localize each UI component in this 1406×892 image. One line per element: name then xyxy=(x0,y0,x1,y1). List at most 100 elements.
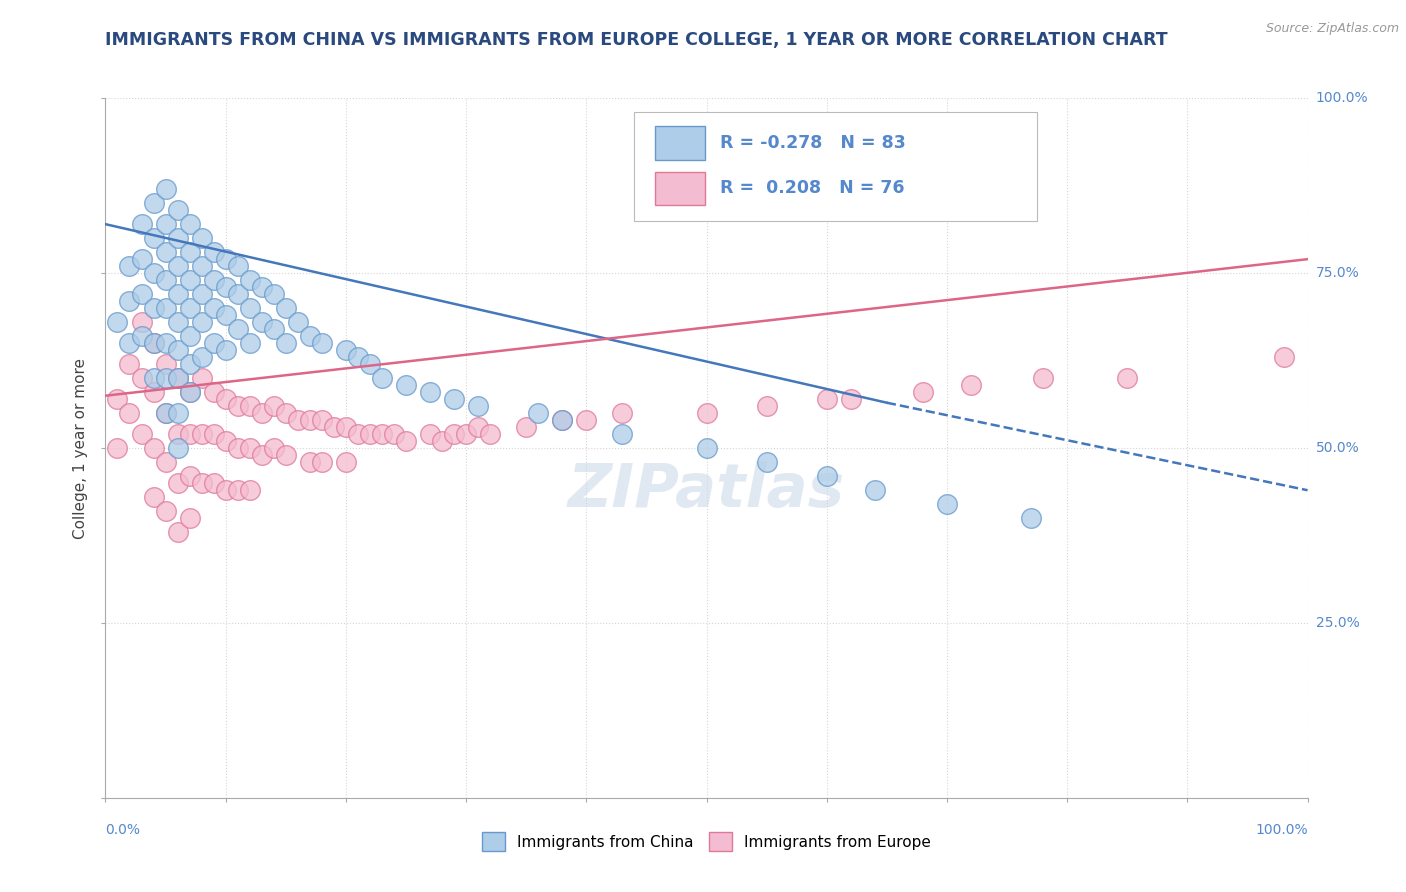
Point xyxy=(142,301,165,316)
Point xyxy=(166,203,188,218)
Point xyxy=(179,511,201,525)
Point xyxy=(190,427,212,442)
Text: 50.0%: 50.0% xyxy=(1316,442,1360,455)
Point xyxy=(515,420,537,434)
Text: 100.0%: 100.0% xyxy=(1256,823,1308,838)
Y-axis label: College, 1 year or more: College, 1 year or more xyxy=(73,358,89,539)
Point xyxy=(107,392,129,407)
Point xyxy=(166,371,188,385)
Point xyxy=(166,427,188,442)
Point xyxy=(131,371,153,385)
Point xyxy=(395,378,418,392)
Text: Source: ZipAtlas.com: Source: ZipAtlas.com xyxy=(1265,22,1399,36)
Point xyxy=(239,336,262,351)
Point xyxy=(190,287,212,301)
Point xyxy=(166,259,188,273)
Point xyxy=(202,336,225,351)
Point xyxy=(190,350,212,364)
Point xyxy=(179,329,201,343)
Point xyxy=(190,476,212,491)
Point xyxy=(155,357,177,371)
Point xyxy=(202,245,225,260)
Text: 25.0%: 25.0% xyxy=(1316,616,1360,631)
Point xyxy=(250,406,273,420)
Point xyxy=(551,413,574,427)
Point xyxy=(214,308,236,322)
Point xyxy=(1272,350,1295,364)
Point xyxy=(155,371,177,385)
Point xyxy=(118,259,141,273)
Point xyxy=(815,392,838,407)
Text: IMMIGRANTS FROM CHINA VS IMMIGRANTS FROM EUROPE COLLEGE, 1 YEAR OR MORE CORRELAT: IMMIGRANTS FROM CHINA VS IMMIGRANTS FROM… xyxy=(105,31,1168,49)
Point xyxy=(202,301,225,316)
Point xyxy=(551,413,574,427)
Point xyxy=(815,469,838,483)
Point xyxy=(155,455,177,469)
Point xyxy=(166,371,188,385)
Point xyxy=(118,336,141,351)
Point xyxy=(179,469,201,483)
Point xyxy=(250,448,273,462)
Point xyxy=(335,343,357,358)
Point xyxy=(443,427,465,442)
Point xyxy=(179,217,201,231)
Point xyxy=(696,406,718,420)
Point xyxy=(612,406,634,420)
Point xyxy=(107,315,129,329)
Point xyxy=(179,245,201,260)
Point xyxy=(131,427,153,442)
Point xyxy=(322,420,344,434)
Text: 0.0%: 0.0% xyxy=(105,823,141,838)
Point xyxy=(179,427,201,442)
Point xyxy=(239,483,262,498)
Point xyxy=(612,427,634,442)
Point xyxy=(226,483,249,498)
Point xyxy=(371,427,394,442)
Text: 75.0%: 75.0% xyxy=(1316,266,1360,280)
Point xyxy=(166,231,188,245)
Point xyxy=(936,497,959,511)
Point xyxy=(214,252,236,267)
Point xyxy=(166,476,188,491)
Point xyxy=(214,343,236,358)
Point xyxy=(142,490,165,504)
Point xyxy=(155,182,177,196)
Point xyxy=(107,442,129,455)
Point xyxy=(298,329,321,343)
FancyBboxPatch shape xyxy=(634,112,1038,220)
Point xyxy=(155,217,177,231)
Point xyxy=(155,301,177,316)
Point xyxy=(155,245,177,260)
Point xyxy=(142,336,165,351)
Point xyxy=(863,483,886,498)
Point xyxy=(395,434,418,449)
Point xyxy=(202,385,225,400)
Point xyxy=(214,483,236,498)
Point xyxy=(166,315,188,329)
Point xyxy=(179,301,201,316)
Point xyxy=(214,280,236,294)
Point xyxy=(202,427,225,442)
Point xyxy=(347,427,370,442)
Point xyxy=(239,301,262,316)
Point xyxy=(190,315,212,329)
Point xyxy=(226,287,249,301)
Point xyxy=(911,385,934,400)
Point xyxy=(263,399,285,413)
Point xyxy=(696,442,718,455)
Point xyxy=(118,406,141,420)
Point xyxy=(347,350,370,364)
Point xyxy=(155,504,177,518)
Point xyxy=(142,371,165,385)
Point xyxy=(179,273,201,287)
Point xyxy=(142,231,165,245)
Point xyxy=(142,385,165,400)
Point xyxy=(179,385,201,400)
Point xyxy=(118,294,141,309)
Point xyxy=(142,442,165,455)
Point xyxy=(226,322,249,336)
Point xyxy=(166,343,188,358)
Point xyxy=(575,413,598,427)
Point xyxy=(467,399,489,413)
Point xyxy=(202,476,225,491)
